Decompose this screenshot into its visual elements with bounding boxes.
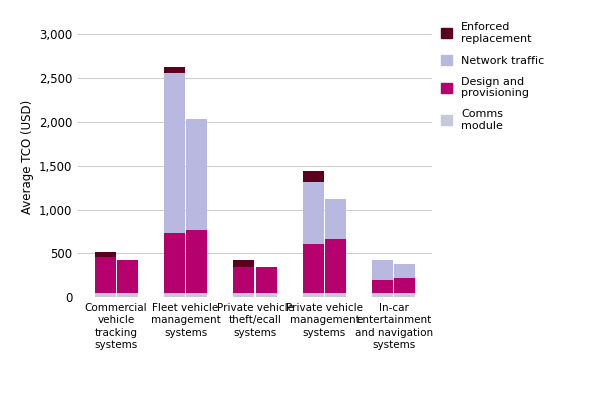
Bar (256, 293, 277, 297)
Bar (325, 293, 346, 297)
Bar (233, 267, 254, 293)
Bar (233, 260, 254, 267)
Bar (394, 293, 415, 297)
Bar (186, 230, 207, 293)
Bar (303, 293, 324, 297)
Bar (325, 199, 346, 240)
Bar (233, 293, 254, 297)
Bar (95, 293, 116, 297)
Y-axis label: Average TCO (USD): Average TCO (USD) (20, 100, 34, 214)
Bar (95, 252, 116, 257)
Bar (164, 293, 185, 297)
Bar (372, 293, 393, 297)
Legend: Enforced
replacement, Network traffic, Design and
provisioning, Comms
module: Enforced replacement, Network traffic, D… (441, 22, 544, 131)
Bar (372, 280, 393, 293)
Bar (394, 278, 415, 293)
Bar (303, 171, 324, 183)
Bar (325, 240, 346, 293)
Bar (303, 244, 324, 293)
Bar (186, 119, 207, 230)
Bar (117, 293, 138, 297)
Bar (303, 183, 324, 244)
Bar (256, 267, 277, 293)
Bar (117, 260, 138, 293)
Bar (186, 293, 207, 297)
Bar (164, 233, 185, 293)
Bar (372, 260, 393, 280)
Bar (164, 67, 185, 73)
Bar (95, 257, 116, 293)
Bar (394, 264, 415, 278)
Bar (164, 73, 185, 233)
